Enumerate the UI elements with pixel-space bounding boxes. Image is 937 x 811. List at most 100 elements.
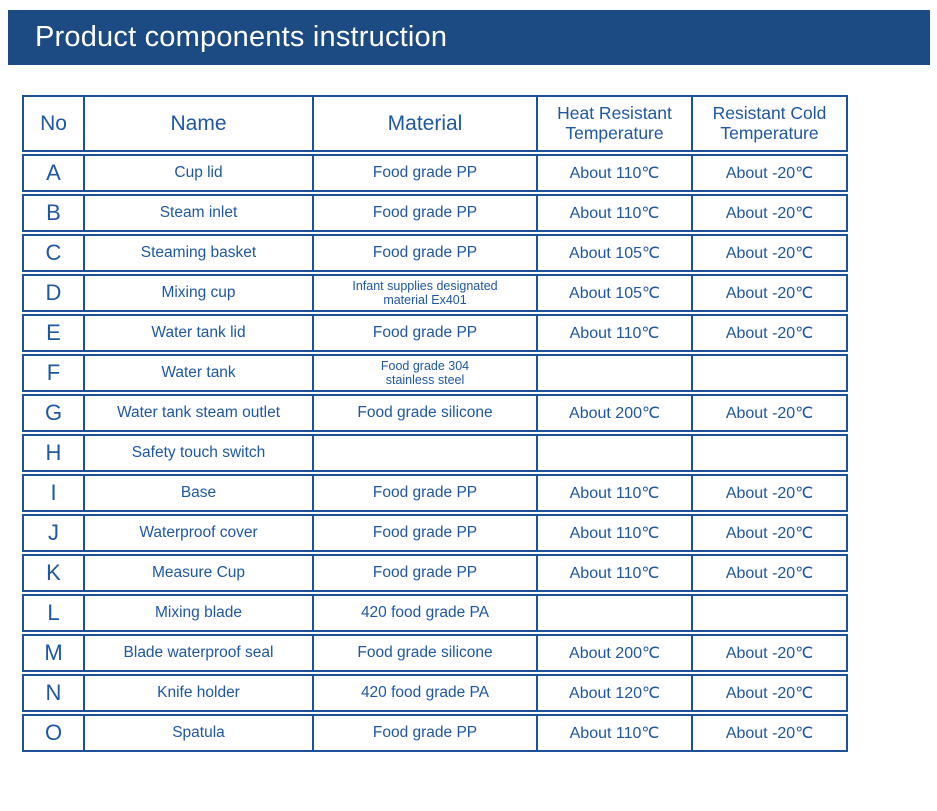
cell-material: Food grade PP xyxy=(314,514,538,552)
cell-name: Knife holder xyxy=(85,674,314,712)
cell-material: Food grade 304 stainless steel xyxy=(314,354,538,392)
table-row: I Base Food grade PP About 110℃ About -20℃ xyxy=(22,474,848,512)
column-header-cold: Resistant Cold Temperature xyxy=(693,95,848,152)
cell-no: L xyxy=(22,594,85,632)
cell-name: Base xyxy=(85,474,314,512)
table-row: B Steam inlet Food grade PP About 110℃ About… xyxy=(22,194,848,232)
cell-heat: About 110℃ xyxy=(538,314,693,352)
cell-material: Food grade PP xyxy=(314,194,538,232)
cell-name: Mixing blade xyxy=(85,594,314,632)
cell-cold: About -20℃ xyxy=(693,474,848,512)
cell-material: Food grade PP xyxy=(314,554,538,592)
table-header-row: No Name Material Heat Resistant Temperature… xyxy=(22,95,848,152)
table-row: M Blade waterproof seal Food grade silicon… xyxy=(22,634,848,672)
cell-heat: About 110℃ xyxy=(538,194,693,232)
cell-no: A xyxy=(22,154,85,192)
cell-no: D xyxy=(22,274,85,312)
cell-cold: About -20℃ xyxy=(693,314,848,352)
cell-name: Blade waterproof seal xyxy=(85,634,314,672)
cell-material: Food grade silicone xyxy=(314,394,538,432)
cell-heat xyxy=(538,594,693,632)
cell-no: B xyxy=(22,194,85,232)
column-header-material: Material xyxy=(314,95,538,152)
cell-heat xyxy=(538,434,693,472)
table-row: H Safety touch switch xyxy=(22,434,848,472)
cell-material: Food grade PP xyxy=(314,314,538,352)
cell-cold: About -20℃ xyxy=(693,234,848,272)
cell-name: Water tank steam outlet xyxy=(85,394,314,432)
cell-no: G xyxy=(22,394,85,432)
cell-cold: About -20℃ xyxy=(693,274,848,312)
cell-cold xyxy=(693,594,848,632)
cell-heat: About 105℃ xyxy=(538,234,693,272)
cell-name: Spatula xyxy=(85,714,314,752)
cell-material: 420 food grade PA xyxy=(314,594,538,632)
cell-material: Food grade silicone xyxy=(314,634,538,672)
column-header-no: No xyxy=(22,95,85,152)
cell-material: 420 food grade PA xyxy=(314,674,538,712)
table-row: L Mixing blade 420 food grade PA xyxy=(22,594,848,632)
cell-heat xyxy=(538,354,693,392)
cell-name: Cup lid xyxy=(85,154,314,192)
cell-heat: About 110℃ xyxy=(538,554,693,592)
cell-name: Safety touch switch xyxy=(85,434,314,472)
table-row: E Water tank lid Food grade PP About 110℃ Ab… xyxy=(22,314,848,352)
table-row: G Water tank steam outlet Food grade silic… xyxy=(22,394,848,432)
cell-cold: About -20℃ xyxy=(693,194,848,232)
cell-cold xyxy=(693,434,848,472)
cell-no: I xyxy=(22,474,85,512)
cell-name: Mixing cup xyxy=(85,274,314,312)
table-row: K Measure Cup Food grade PP About 110℃ About… xyxy=(22,554,848,592)
components-table-container: No Name Material Heat Resistant Temperature… xyxy=(22,93,848,754)
cell-no: M xyxy=(22,634,85,672)
cell-heat: About 200℃ xyxy=(538,394,693,432)
components-table-body: A Cup lid Food grade PP About 110℃ About -20… xyxy=(22,154,848,752)
cell-material: Food grade PP xyxy=(314,234,538,272)
cell-no: F xyxy=(22,354,85,392)
cell-heat: About 110℃ xyxy=(538,474,693,512)
cell-cold: About -20℃ xyxy=(693,554,848,592)
cell-no: N xyxy=(22,674,85,712)
cell-no: J xyxy=(22,514,85,552)
cell-material: Food grade PP xyxy=(314,714,538,752)
cell-name: Steam inlet xyxy=(85,194,314,232)
cell-no: C xyxy=(22,234,85,272)
cell-material: Food grade PP xyxy=(314,154,538,192)
table-row: N Knife holder 420 food grade PA About 120℃… xyxy=(22,674,848,712)
cell-cold xyxy=(693,354,848,392)
cell-cold: About -20℃ xyxy=(693,394,848,432)
column-header-heat: Heat Resistant Temperature xyxy=(538,95,693,152)
cell-material xyxy=(314,434,538,472)
cell-heat: About 200℃ xyxy=(538,634,693,672)
cell-cold: About -20℃ xyxy=(693,714,848,752)
table-row: O Spatula Food grade PP About 110℃ About -20… xyxy=(22,714,848,752)
table-row: D Mixing cup Infant supplies designated ma… xyxy=(22,274,848,312)
column-header-name: Name xyxy=(85,95,314,152)
cell-name: Water tank lid xyxy=(85,314,314,352)
cell-name: Waterproof cover xyxy=(85,514,314,552)
cell-heat: About 110℃ xyxy=(538,154,693,192)
cell-no: O xyxy=(22,714,85,752)
table-row: J Waterproof cover Food grade PP About 110℃… xyxy=(22,514,848,552)
cell-no: H xyxy=(22,434,85,472)
cell-material: Infant supplies designated material Ex40… xyxy=(314,274,538,312)
cell-name: Water tank xyxy=(85,354,314,392)
cell-heat: About 110℃ xyxy=(538,714,693,752)
cell-cold: About -20℃ xyxy=(693,634,848,672)
cell-name: Steaming basket xyxy=(85,234,314,272)
cell-material: Food grade PP xyxy=(314,474,538,512)
components-table: No Name Material Heat Resistant Temperature… xyxy=(22,93,848,754)
cell-cold: About -20℃ xyxy=(693,154,848,192)
cell-no: K xyxy=(22,554,85,592)
table-row: C Steaming basket Food grade PP About 105℃ A… xyxy=(22,234,848,272)
cell-heat: About 105℃ xyxy=(538,274,693,312)
page-title: Product components instruction xyxy=(35,21,448,53)
cell-no: E xyxy=(22,314,85,352)
cell-name: Measure Cup xyxy=(85,554,314,592)
table-row: F Water tank Food grade 304 stainless stee… xyxy=(22,354,848,392)
page-title-bar: Product components instruction xyxy=(8,10,930,65)
cell-heat: About 120℃ xyxy=(538,674,693,712)
cell-heat: About 110℃ xyxy=(538,514,693,552)
table-row: A Cup lid Food grade PP About 110℃ About -20… xyxy=(22,154,848,192)
cell-cold: About -20℃ xyxy=(693,674,848,712)
